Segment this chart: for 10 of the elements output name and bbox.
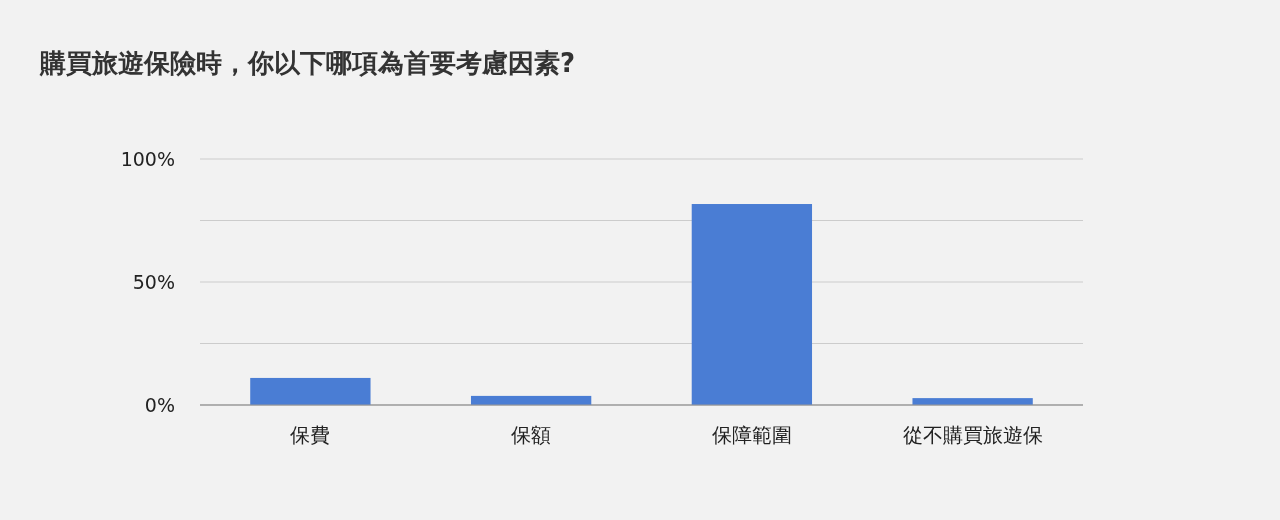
y-tick-label: 0%: [144, 394, 175, 416]
x-tick-label: 保費: [290, 423, 331, 447]
x-tick-label: 保障範圍: [711, 423, 792, 447]
y-tick-label: 100%: [120, 148, 175, 170]
x-tick-label: 保額: [511, 423, 552, 447]
x-tick-label: 從不購買旅遊保: [902, 423, 1043, 447]
y-tick-label: 50%: [132, 271, 175, 293]
bar: [250, 377, 371, 405]
bar: [691, 204, 813, 405]
chart-title: 購買旅遊保險時，你以下哪項為首要考慮因素?: [39, 48, 576, 78]
